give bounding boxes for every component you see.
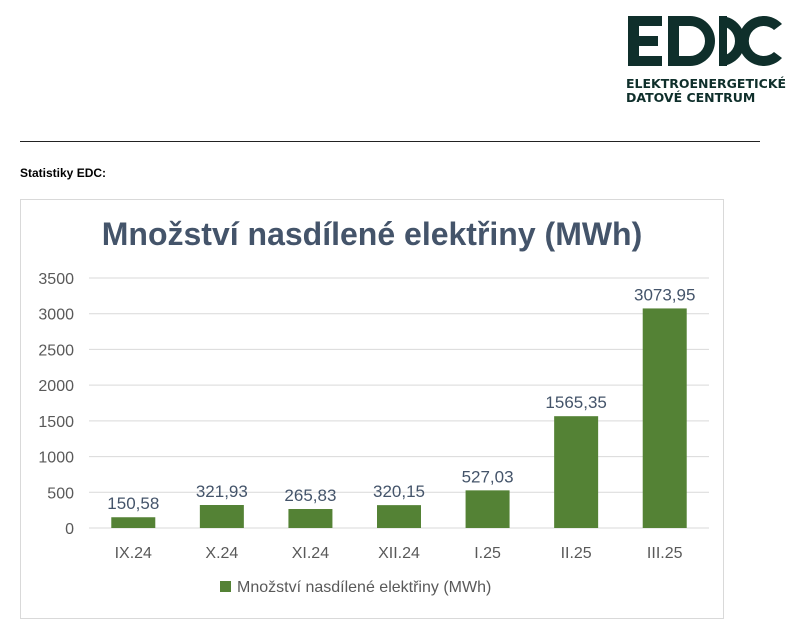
legend: Množství nasdílené elektřiny (MWh) [220, 579, 491, 596]
section-label: Statistiky EDC: [20, 166, 107, 180]
x-tick-label: IX.24 [115, 545, 152, 562]
bar [465, 490, 510, 528]
bar [199, 505, 244, 528]
bar [642, 308, 687, 528]
legend-swatch [220, 581, 231, 592]
data-label: 321,93 [196, 482, 248, 501]
edc-logo-mark [628, 15, 782, 67]
bar [377, 505, 421, 528]
y-axis: 0 500 1000 1500 2000 2500 3000 3500 [38, 271, 74, 538]
bar [288, 509, 333, 528]
edc-logo: ELEKTROENERGETICKÉ DATOVÉ CENTRUM [624, 12, 788, 108]
data-label: 527,03 [462, 467, 514, 486]
y-tick-label: 500 [47, 485, 74, 502]
x-tick-label: X.24 [205, 545, 238, 562]
data-label: 150,58 [107, 494, 159, 513]
separator-line [20, 141, 760, 142]
y-tick-label: 0 [65, 521, 74, 538]
x-tick-label: XI.24 [292, 545, 329, 562]
y-tick-label: 2500 [38, 342, 74, 359]
y-tick-label: 1000 [38, 450, 74, 467]
grid-layer [89, 277, 709, 529]
x-tick-label: II.25 [561, 545, 592, 562]
bar-chart: Množství nasdílené elektřiny (MWh) 0 500 1… [38, 216, 709, 596]
data-label: 320,15 [373, 482, 425, 501]
bar [111, 517, 156, 528]
chart-title: Množství nasdílené elektřiny (MWh) [102, 216, 643, 252]
x-tick-label: XII.24 [378, 545, 420, 562]
logo-text-line2: DATOVÉ CENTRUM [626, 90, 756, 105]
y-tick-label: 1500 [38, 414, 74, 431]
data-label: 3073,95 [634, 285, 695, 304]
x-tick-label: III.25 [647, 545, 683, 562]
x-tick-label: I.25 [474, 545, 501, 562]
y-tick-label: 3000 [38, 307, 74, 324]
legend-label: Množství nasdílené elektřiny (MWh) [237, 579, 491, 596]
logo-text-line1: ELEKTROENERGETICKÉ [626, 76, 787, 91]
y-tick-label: 2000 [38, 378, 74, 395]
data-label: 1565,35 [545, 393, 606, 412]
bar [554, 416, 599, 528]
x-axis: IX.24 X.24 XI.24 XII.24 I.25 II.25 III.25 [115, 545, 683, 562]
y-tick-label: 3500 [38, 271, 74, 288]
chart-frame: Množství nasdílené elektřiny (MWh) 0 500 1… [20, 199, 724, 619]
data-label: 265,83 [284, 486, 336, 505]
bars: 150,58 321,93 265,83 320,15 527,03 1565,35 307… [107, 285, 695, 528]
